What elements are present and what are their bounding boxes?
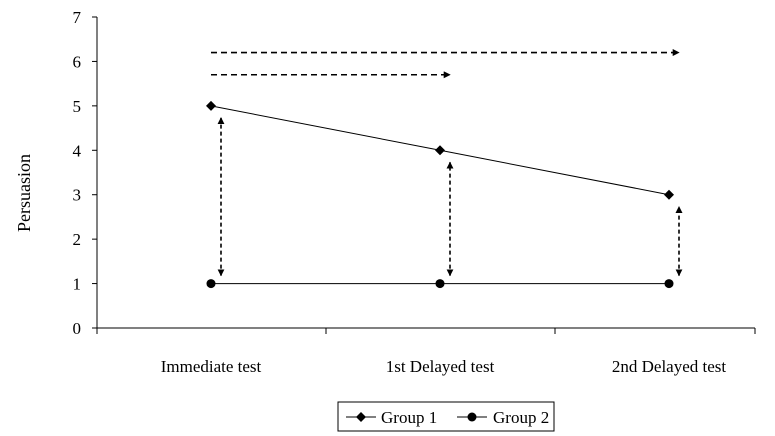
y-tick-label: 3 [73, 186, 82, 205]
axes: 0 1 2 3 4 5 6 7 Immediate test 1st Delayed test 2n… [73, 8, 756, 376]
legend-item: Group 1 [346, 408, 437, 427]
circle-data-point [206, 279, 216, 289]
circle-data-point [664, 279, 674, 289]
x-tick-label: 2nd Delayed test [612, 357, 727, 376]
y-tick-label: 7 [73, 8, 82, 27]
annotations [211, 49, 683, 277]
x-tick-label: 1st Delayed test [386, 357, 495, 376]
diamond-data-point [206, 100, 216, 111]
x-tick-label: Immediate test [161, 357, 262, 376]
legend-label: Group 2 [493, 408, 549, 427]
y-tick-label: 5 [73, 97, 82, 116]
circle-data-point [435, 279, 445, 289]
series [206, 100, 674, 289]
legend-item: Group 2 [457, 408, 549, 427]
y-tick-label: 6 [73, 52, 82, 71]
legend-label: Group 1 [381, 408, 437, 427]
legend-diamond-icon [356, 412, 366, 422]
legend: Group 1 Group 2 [337, 401, 555, 432]
y-tick-label: 1 [73, 275, 82, 294]
diamond-data-point [435, 145, 445, 156]
legend-circle-icon [467, 412, 477, 422]
y-axis-title: Persuasion [14, 154, 34, 232]
series-2 [206, 279, 674, 289]
series-1 [206, 100, 674, 200]
y-tick-label: 0 [73, 319, 82, 338]
diamond-data-point [664, 189, 674, 200]
y-tick-label: 4 [73, 141, 82, 160]
y-tick-label: 2 [73, 230, 82, 249]
